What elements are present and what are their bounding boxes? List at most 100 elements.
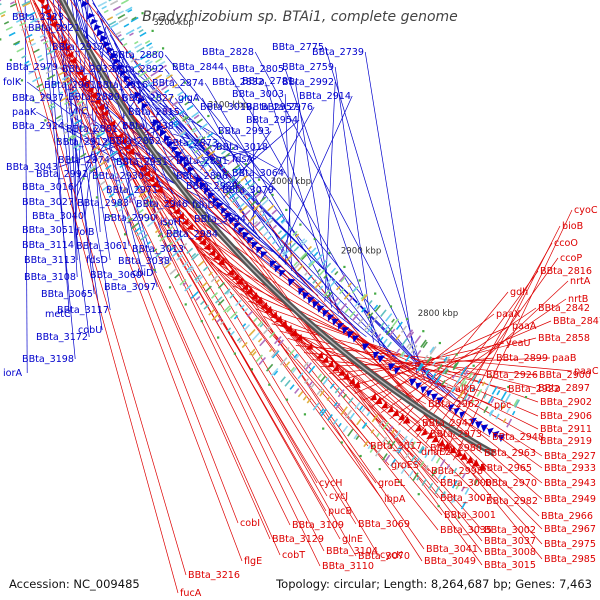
feature-tick: [313, 251, 319, 257]
feature-tick: [179, 278, 187, 286]
plus-strand-gene-arrow: [342, 372, 350, 380]
feature-tick: [460, 486, 466, 492]
feature-tick: [342, 425, 349, 433]
feature-tick: [307, 381, 314, 388]
plus-strand-gene-arrow: [212, 253, 220, 261]
feature-tick: [366, 411, 371, 417]
plus-strand-gene-arrow: [139, 164, 147, 172]
minus-gene-label: BBta_2880: [112, 50, 164, 61]
feature-tick: [191, 111, 200, 118]
feature-tick: [451, 374, 456, 379]
marker-dot: [231, 147, 235, 150]
plus-gene-connector: [39, 12, 291, 526]
feature-tick: [117, 13, 126, 20]
feature-tick: [167, 225, 174, 231]
feature-tick: [171, 83, 179, 89]
feature-tick: [131, 16, 137, 21]
feature-tick: [40, 36, 48, 42]
plus-strand-gene-arrow: [198, 237, 207, 246]
feature-tick: [108, 20, 117, 26]
feature-tick: [466, 395, 471, 403]
feature-tick: [418, 363, 424, 372]
feature-tick: [237, 202, 245, 210]
feature-tick: [340, 276, 347, 283]
feature-tick: [267, 204, 275, 212]
plus-strand-gene-arrow: [59, 39, 68, 47]
feature-tick: [416, 349, 422, 356]
minus-strand-gene-arrow: [436, 396, 444, 405]
feature-tick: [30, 42, 37, 47]
feature-tick: [339, 288, 345, 295]
minus-strand-gene-arrow: [388, 363, 396, 371]
feature-tick: [308, 260, 316, 268]
feature-tick: [82, 107, 88, 112]
marker-dot: [161, 47, 165, 50]
feature-tick: [169, 78, 175, 83]
minus-gene-label: yliC: [70, 106, 88, 117]
feature-tick: [308, 365, 316, 374]
feature-tick: [489, 410, 493, 416]
feature-tick: [78, 103, 87, 110]
feature-tick: [202, 266, 209, 272]
minus-gene-label: BBta_2990: [104, 213, 156, 224]
feature-tick: [425, 369, 430, 376]
feature-tick: [395, 321, 403, 330]
plus-gene-label: BBta_2985: [544, 554, 596, 565]
feature-tick: [423, 354, 429, 361]
feature-tick: [514, 399, 521, 408]
minus-strand-gene-arrow: [159, 129, 168, 137]
feature-tick: [229, 293, 235, 299]
feature-tick: [190, 291, 199, 299]
minus-strand-gene-arrow: [469, 417, 477, 426]
feature-tick: [406, 342, 412, 349]
feature-tick: [261, 198, 270, 206]
feature-tick: [131, 222, 139, 230]
feature-tick: [297, 390, 304, 398]
feature-tick: [435, 457, 441, 464]
feature-tick: [258, 356, 267, 366]
plus-gene-connector: [416, 270, 539, 438]
feature-tick: [441, 491, 446, 497]
marker-dot: [405, 317, 409, 321]
feature-tick: [177, 129, 187, 137]
feature-tick: [55, 115, 62, 120]
feature-tick: [19, 21, 27, 27]
feature-tick: [307, 245, 312, 251]
feature-tick: [165, 74, 173, 80]
feature-tick: [57, 91, 64, 96]
kbp-label: 2800 kbp: [418, 309, 459, 319]
feature-tick: [371, 414, 379, 423]
minus-strand-gene-arrow: [327, 314, 335, 322]
feature-tick: [511, 410, 516, 416]
feature-tick: [59, 95, 69, 103]
feature-tick: [146, 241, 152, 245]
feature-tick: [464, 487, 470, 495]
feature-tick: [400, 325, 408, 333]
feature-tick: [96, 150, 101, 155]
plus-gene-connector: [33, 0, 281, 556]
feature-tick: [312, 279, 317, 284]
feature-tick: [410, 441, 416, 448]
minus-strand-gene-arrow: [493, 430, 500, 439]
plus-strand-gene-arrow: [143, 169, 151, 178]
feature-tick: [304, 378, 310, 384]
feature-tick: [176, 254, 184, 261]
plus-strand-gene-arrow: [37, 0, 45, 4]
marker-dot: [299, 223, 302, 226]
plus-gene-label: BBta_2965: [480, 463, 532, 474]
feature-tick: [459, 377, 467, 388]
minus-gene-label: BBta_2827: [122, 93, 174, 104]
minus-gene-label: BBta_3016: [22, 182, 74, 193]
feature-tick: [162, 107, 169, 113]
feature-tick: [451, 480, 458, 489]
plus-strand-gene-arrow: [127, 147, 135, 156]
plus-gene-label: ibpA: [384, 494, 406, 505]
feature-tick: [366, 311, 371, 316]
minus-gene-connector: [57, 0, 95, 295]
minus-strand-gene-arrow: [352, 335, 360, 343]
minus-gene-label: BBta_2983: [77, 198, 129, 209]
plus-strand-gene-arrow: [172, 207, 180, 215]
minus-strand-gene-arrow: [175, 150, 183, 159]
feature-tick: [0, 10, 7, 16]
minus-gene-label: BBta_3113: [24, 255, 76, 266]
